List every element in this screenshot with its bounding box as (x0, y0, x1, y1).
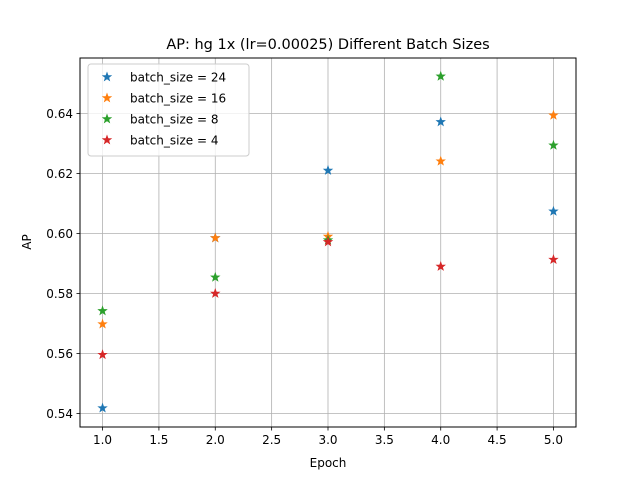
data-point-series-4 (435, 261, 446, 271)
y-axis-title: AP (20, 234, 34, 249)
y-tick-label: 0.64 (46, 107, 73, 121)
y-tick-label: 0.58 (46, 287, 73, 301)
x-tick-label: 5.0 (544, 433, 563, 447)
data-point-series-3 (548, 139, 559, 150)
data-point-series-4 (548, 254, 559, 265)
x-tick-label: 4.5 (488, 433, 507, 447)
x-tick-label: 2.5 (262, 433, 281, 447)
data-point-series-1 (97, 402, 108, 413)
data-point-series-2 (210, 232, 221, 243)
x-tick-label: 4.0 (431, 433, 450, 447)
data-point-series-3 (435, 70, 446, 81)
data-point-series-2 (435, 155, 446, 166)
legend-label: batch_size = 8 (130, 112, 218, 126)
legend-label: batch_size = 24 (130, 70, 226, 84)
x-tick-label: 1.0 (93, 433, 112, 447)
data-point-series-3 (97, 305, 108, 316)
legend-label: batch_size = 4 (130, 133, 218, 147)
legend-marker (101, 71, 113, 82)
data-point-series-1 (548, 205, 559, 216)
y-axis: 0.54 0.56 0.58 0.60 0.62 0.64 (46, 107, 80, 421)
data-point-series-4 (97, 349, 108, 360)
data-point-series-1 (322, 165, 334, 175)
y-tick-label: 0.62 (46, 167, 73, 181)
x-axis: 1.0 1.5 2.0 2.5 3.0 3.5 4.0 4.5 5.0 (93, 427, 563, 447)
x-axis-title: Epoch (310, 456, 347, 470)
data-point-series-2 (548, 109, 559, 120)
legend-marker (101, 134, 113, 145)
legend-label: batch_size = 16 (130, 91, 226, 105)
x-tick-label: 3.0 (318, 433, 337, 447)
data-point-series-4 (210, 288, 221, 298)
legend-marker (101, 92, 113, 103)
legend-box (87, 63, 250, 157)
legend: batch_size = 24 batch_size = 16 batch_size… (87, 63, 250, 157)
y-tick-label: 0.56 (46, 347, 73, 361)
data-points (97, 70, 559, 413)
chart-title: AP: hg 1x (lr=0.00025) Different Batch S… (166, 37, 489, 53)
data-point-series-1 (435, 116, 446, 127)
x-tick-label: 2.0 (206, 433, 225, 447)
data-point-series-4 (322, 236, 334, 247)
x-tick-label: 1.5 (149, 433, 168, 447)
y-tick-label: 0.54 (46, 407, 73, 421)
data-point-series-2 (97, 318, 108, 329)
legend-marker (101, 113, 113, 124)
x-tick-label: 3.5 (375, 433, 394, 447)
data-point-series-3 (210, 271, 221, 282)
y-tick-label: 0.60 (46, 227, 73, 241)
